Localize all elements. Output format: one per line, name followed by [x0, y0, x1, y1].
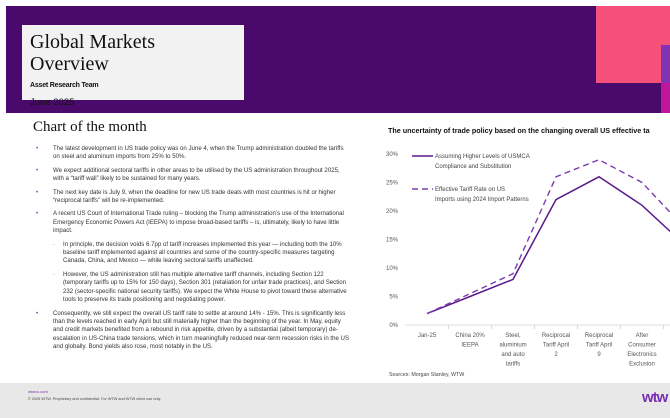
bullet-icon: • — [36, 189, 39, 196]
copyright: © 2025 WTW. Proprietary and confidential… — [28, 397, 162, 401]
bullet-item: • Consequently, we still expect the overa… — [36, 310, 350, 352]
bullet-item: · However, the US administration still ha… — [36, 271, 350, 305]
y-tick-label: 15% — [386, 238, 399, 244]
legend-label: Assuming Higher Levels of USMCA — [435, 154, 530, 160]
chart-title: The uncertainty of trade policy based on… — [388, 126, 650, 135]
y-tick-label: 10% — [386, 266, 399, 272]
x-tick-label: Electronics — [627, 352, 656, 358]
x-tick-label: China 20% — [455, 333, 485, 339]
x-tick-label: tariffs — [506, 362, 521, 368]
x-tick-label: After — [636, 333, 649, 339]
y-tick-label: 0% — [389, 323, 398, 329]
x-tick-label: aluminium — [499, 343, 526, 349]
report-date: June 2025 — [30, 97, 75, 108]
chart-source: Sources: Morgan Stanley, WTW — [389, 372, 465, 378]
x-tick-label: Reciprocal — [585, 333, 613, 339]
series-line-1 — [426, 175, 670, 315]
bullet-text: In principle, the decision voids 6.7pp o… — [63, 240, 342, 265]
x-tick-label: Reciprocal — [542, 333, 570, 339]
bullet-text: However, the US administration still has… — [63, 270, 347, 304]
bullet-icon: • — [36, 211, 39, 218]
x-tick-label: Exclusion — [629, 362, 655, 368]
team-name: Asset Research Team — [30, 82, 99, 89]
bullet-item: • The latest development in US trade poli… — [36, 145, 350, 162]
footer — [0, 383, 670, 418]
decor-magenta-strip — [661, 83, 670, 113]
y-tick-label: 25% — [386, 181, 399, 187]
bullet-text: We expect additional sectoral tariffs in… — [53, 166, 340, 183]
decor-pink-block — [596, 6, 670, 83]
legend-label: Imports using 2024 Import Patterns — [435, 197, 529, 203]
decor-violet-strip — [661, 45, 670, 83]
x-tick-label: IEEPA — [461, 343, 478, 349]
bullet-text: The latest development in US trade polic… — [53, 145, 344, 161]
wtw-logo: wtw — [642, 389, 668, 406]
section-title: Chart of the month — [33, 119, 147, 135]
page-title: Global Markets Overview — [30, 31, 155, 75]
bullet-item: • A recent US Court of International Trad… — [36, 210, 350, 235]
line-chart: 0% 5% 10% 15% 20% 25% 30% Jan-25 China 20% IEEPA S… — [386, 152, 670, 368]
x-tick-label: Steel, — [505, 333, 521, 339]
x-tick-label: Tariff April — [586, 343, 612, 349]
footer-link[interactable]: wtwco.com — [28, 389, 48, 394]
bullet-text: A recent US Court of International Trade… — [53, 210, 344, 235]
bullet-list: • The latest development in US trade poli… — [36, 145, 350, 357]
bullet-icon: • — [36, 146, 39, 152]
bullet-text: The next key date is July 9, when the de… — [53, 188, 336, 205]
y-tick-label: 5% — [389, 295, 398, 301]
x-tick-label: 2 — [554, 352, 558, 358]
x-tick-label: Tariff April — [543, 343, 569, 349]
y-tick-label: 30% — [386, 152, 399, 158]
title-box: Global Markets Overview Asset Research T… — [22, 25, 244, 108]
bullet-text: Consequently, we still expect the overal… — [53, 309, 350, 351]
x-tick-label: and auto — [501, 352, 525, 358]
x-tick-label: Jan-25 — [418, 333, 437, 339]
series-line-2 — [426, 158, 670, 315]
bullet-item: · In principle, the decision voids 6.7pp … — [36, 241, 350, 266]
legend-label: Compliance and Substitution — [435, 164, 511, 170]
x-tick-label: 9 — [597, 352, 601, 358]
page-number: 1 — [153, 10, 156, 15]
bullet-icon: · — [53, 241, 55, 248]
x-tick-label: Consumer — [628, 343, 656, 349]
bullet-icon: • — [36, 310, 39, 317]
bullet-icon: • — [36, 167, 39, 174]
legend-label: Effective Tariff Rate on US — [435, 187, 505, 193]
bullet-icon: · — [53, 271, 55, 278]
bullet-item: • We expect additional sectoral tariffs i… — [36, 167, 350, 184]
bullet-item: • The next key date is July 9, when the d… — [36, 189, 350, 206]
y-tick-label: 20% — [386, 209, 399, 215]
